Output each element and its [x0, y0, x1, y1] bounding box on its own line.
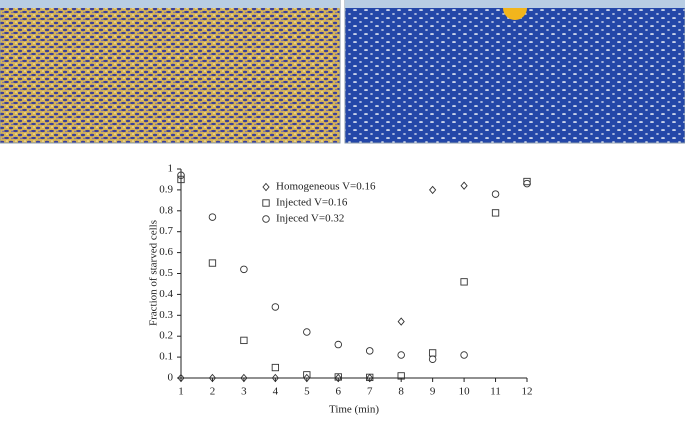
legend-label: Injected V=0.16: [276, 197, 348, 209]
x-axis-label: Time (min): [329, 404, 379, 416]
square-marker: [208, 259, 217, 267]
x-tick-label: 6: [336, 386, 342, 398]
square-marker: [523, 177, 531, 186]
diamond-marker: [334, 373, 342, 383]
x-tick-label: 12: [522, 386, 533, 398]
y-tick-label: 1: [168, 163, 174, 175]
diamond-marker: [303, 373, 311, 383]
circle-marker: [271, 303, 280, 311]
diamond-marker: [262, 182, 270, 192]
chart: Time (min) Fraction of starved cells: [148, 169, 527, 416]
left-simulation: [0, 0, 341, 144]
y-tick-label: 0.8: [159, 204, 173, 216]
x-tick-label: 1: [178, 386, 184, 398]
circle-marker: [303, 328, 311, 336]
x-tick-label: 7: [367, 386, 373, 398]
circle-marker: [491, 190, 500, 198]
square-marker: [460, 278, 468, 286]
y-tick-label: 0.5: [159, 267, 173, 279]
circle-marker: [240, 265, 248, 274]
right-simulation: [344, 0, 685, 144]
x-tick-label: 9: [430, 386, 436, 398]
y-tick-label: 0.4: [159, 288, 173, 300]
y-tick-label: 0.1: [159, 351, 173, 363]
y-tick-label: 0.6: [159, 246, 173, 258]
circle-marker: [397, 351, 405, 359]
circle-marker: [460, 351, 468, 359]
y-tick-label: 0.3: [159, 309, 173, 321]
x-tick-label: 8: [398, 386, 404, 398]
diamond-marker: [240, 373, 248, 383]
diamond-marker: [271, 373, 279, 383]
square-marker: [262, 199, 270, 207]
circle-marker: [523, 179, 531, 188]
square-marker: [491, 209, 500, 217]
square-marker: [428, 349, 437, 357]
circle-marker: [365, 347, 374, 355]
y-axis-label: Fraction of starved cells: [148, 220, 160, 326]
circle-marker: [428, 355, 437, 363]
circle-marker: [262, 215, 270, 223]
x-tick-label: 5: [304, 386, 310, 398]
diamond-marker: [429, 185, 437, 195]
x-tick-label: 2: [210, 386, 216, 398]
y-tick-label: 0.2: [159, 330, 173, 342]
diamond-marker: [366, 373, 374, 383]
square-marker: [303, 371, 311, 379]
x-tick-label: 3: [241, 386, 247, 398]
circle-marker: [177, 171, 185, 180]
square-marker: [397, 372, 405, 380]
legend-label: Homogeneous V=0.16: [276, 181, 376, 193]
square-marker: [271, 363, 280, 372]
x-tick-label: 10: [459, 386, 471, 398]
legend-label: Injeced V=0.32: [276, 213, 344, 225]
y-tick-label: 0.7: [159, 225, 173, 237]
square-marker: [366, 373, 374, 382]
y-tick-label: 0: [168, 372, 174, 384]
y-tick-label: 0.9: [159, 183, 173, 195]
circle-marker: [208, 213, 217, 221]
square-marker: [177, 175, 185, 184]
x-tick-label: 4: [273, 386, 279, 398]
square-marker: [240, 336, 248, 345]
square-marker: [334, 373, 342, 381]
x-tick-label: 11: [490, 386, 501, 398]
diamond-marker: [177, 373, 185, 383]
circle-marker: [334, 340, 343, 349]
diamond-marker: [397, 317, 405, 326]
diamond-marker: [460, 181, 468, 190]
diamond-marker: [208, 373, 217, 383]
